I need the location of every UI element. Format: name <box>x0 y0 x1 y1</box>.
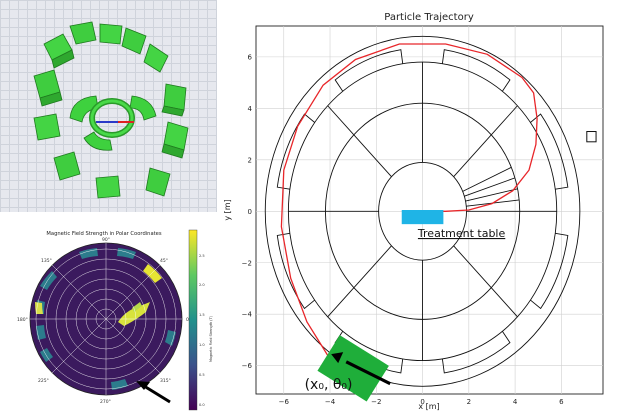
x-axis-label: x [m] <box>418 402 439 411</box>
colorbar-tick: 0.5 <box>199 373 205 377</box>
gantry-spoke <box>464 177 516 197</box>
x-axis-ticks: −6 −4 −2 0 2 4 6 <box>279 398 565 406</box>
x-tick-label: 6 <box>559 398 564 406</box>
colorbar-label: Magnetic Field Strength (T) <box>209 315 213 362</box>
particle-trajectory-line <box>280 43 538 356</box>
magnet-slot <box>441 49 511 92</box>
magnet-segment <box>163 83 187 111</box>
colorbar-tick: 1.0 <box>199 343 205 347</box>
polar-plot-area: 0° 45° 90° 135° 180° 225° 270° 315° <box>17 237 191 405</box>
particle-source <box>317 335 391 402</box>
gantry-ring <box>264 35 581 387</box>
high-field-region <box>143 264 162 283</box>
magnet-segment <box>69 21 97 45</box>
x-tick-label: 0 <box>420 398 424 406</box>
gantry-spoke <box>327 245 392 318</box>
magnet-segment-group <box>33 21 189 199</box>
y-tick-label: −6 <box>242 362 253 370</box>
plot-frame <box>255 25 604 395</box>
x-tick-label: 2 <box>467 398 471 406</box>
colorbar-tick: 2.0 <box>199 283 205 287</box>
y-axis-ticks: −6 −4 −2 0 2 4 6 <box>242 53 253 370</box>
polar-angle-label: 135° <box>41 258 52 264</box>
magnet-slot <box>530 113 569 190</box>
colorbar: 2.5 2.0 1.5 1.0 0.5 0.0 Magnetic Field S… <box>188 229 213 411</box>
magnet-segment <box>99 23 123 45</box>
x-tick-label: −2 <box>371 398 381 406</box>
gantry-spoke <box>327 105 392 178</box>
y-tick-label: −2 <box>242 259 252 267</box>
polar-angle-label: 180° <box>17 317 28 323</box>
magnet-slot <box>530 232 569 310</box>
colorbar-tick: 1.5 <box>199 313 205 317</box>
polar-angle-label: 315° <box>160 378 171 384</box>
magnet-segment <box>51 49 75 69</box>
magnet-segment <box>95 175 121 199</box>
gantry-spoke <box>465 188 518 202</box>
gantry-spoke <box>453 245 518 318</box>
magnet-segment <box>53 151 81 181</box>
magnet-segment <box>83 131 113 151</box>
polar-angle-label: 90° <box>102 237 110 243</box>
initial-condition-label: (x₀, θ₀) <box>305 377 353 393</box>
magnet-segment <box>33 113 61 141</box>
magnet-bore-ring <box>89 98 135 138</box>
magnet-segment <box>129 95 157 121</box>
polar-field-map-panel: Magnetic Field Strength in Polar Coordin… <box>0 222 217 412</box>
y-tick-label: −4 <box>242 311 253 319</box>
magnet-3d-model-drawing <box>33 21 189 199</box>
magnet-segment <box>39 91 63 107</box>
magnet-segment <box>121 27 147 55</box>
colorbar-tick: 2.5 <box>199 254 205 258</box>
high-field-region <box>34 302 43 314</box>
source-arrow-icon <box>331 352 344 364</box>
magnet-segment <box>143 43 169 73</box>
magnet-slot <box>334 49 404 92</box>
magnet-segment <box>161 105 185 117</box>
gantry-spoke <box>462 166 512 192</box>
trajectory-figure: Particle Trajectory −6 −4 −2 0 2 4 6 −6 … <box>223 12 604 411</box>
small-marker-box <box>586 131 597 143</box>
treatment-table <box>401 210 444 225</box>
y-tick-label: 0 <box>248 208 252 216</box>
x-tick-label: −6 <box>279 398 290 406</box>
gantry-spoke <box>453 105 518 178</box>
polar-angle-label: 0° <box>186 317 191 323</box>
magnet-slot <box>441 331 511 374</box>
gantry-geometry <box>264 35 581 387</box>
y-tick-label: 6 <box>248 53 253 61</box>
magnet-slot <box>276 232 315 310</box>
magnet-segment <box>161 143 185 159</box>
magnet-segment <box>145 167 171 197</box>
polar-angle-label: 270° <box>100 399 111 405</box>
y-tick-label: 4 <box>248 105 253 113</box>
y-axis-label: y [m] <box>223 199 232 220</box>
magnet-3d-model-view <box>0 0 217 212</box>
trajectory-title: Particle Trajectory <box>384 12 474 23</box>
polar-title: Magnetic Field Strength in Polar Coordin… <box>46 231 161 237</box>
colorbar-tick: 0.0 <box>199 403 205 407</box>
polar-angle-label: 45° <box>160 258 168 264</box>
x-tick-label: −4 <box>325 398 336 406</box>
treatment-table-label: Treatment table <box>417 227 506 240</box>
y-tick-label: 2 <box>248 156 252 164</box>
x-tick-label: 4 <box>513 398 518 406</box>
polar-field-map: Magnetic Field Strength in Polar Coordin… <box>17 229 213 411</box>
polar-arrow-icon <box>136 381 171 404</box>
polar-angle-label: 225° <box>38 378 49 384</box>
particle-trajectory-plot: Particle Trajectory −6 −4 −2 0 2 4 6 −6 … <box>220 0 618 412</box>
